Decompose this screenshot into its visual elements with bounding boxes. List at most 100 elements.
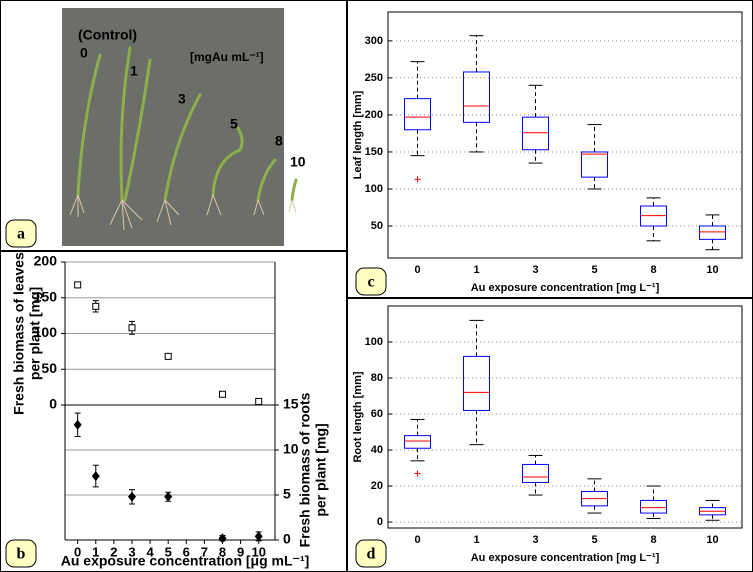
box bbox=[581, 151, 608, 178]
box bbox=[522, 116, 549, 151]
x-tick-label: 3 bbox=[532, 264, 538, 276]
root bbox=[156, 199, 180, 226]
marker bbox=[91, 471, 100, 482]
y-tick-label: 50 bbox=[371, 220, 383, 232]
box bbox=[404, 435, 431, 449]
y-tick-label: 60 bbox=[371, 408, 383, 420]
y2-tick-label: 15 bbox=[283, 396, 299, 412]
x-tick-label: 8 bbox=[219, 544, 226, 559]
photo-label: (Control) bbox=[78, 27, 137, 43]
plant bbox=[76, 53, 102, 197]
panel-label-box bbox=[355, 267, 387, 296]
marker bbox=[73, 419, 82, 430]
x-tick-label: 5 bbox=[591, 264, 597, 276]
y-tick-label: 200 bbox=[365, 109, 383, 121]
x-tick-label: 3 bbox=[532, 534, 538, 546]
x-axis-label: Au exposure concentration [mg L⁻¹] bbox=[471, 552, 660, 564]
panel-label: c bbox=[367, 274, 374, 291]
photo-unit: [mgAu mL⁻¹] bbox=[190, 50, 264, 64]
root bbox=[109, 199, 143, 231]
panel-label: a bbox=[17, 226, 25, 243]
y-tick-label: 50 bbox=[41, 360, 57, 376]
x-tick-label: 8 bbox=[650, 264, 656, 276]
photo-label: 3 bbox=[178, 91, 186, 107]
x-tick-label: 0 bbox=[414, 534, 420, 546]
panel-label: d bbox=[367, 546, 376, 563]
y2-tick-label: 0 bbox=[283, 531, 291, 547]
y-tick-label: 200 bbox=[34, 253, 58, 269]
x-tick-label: 0 bbox=[414, 264, 420, 276]
x-tick-label: 7 bbox=[201, 544, 208, 559]
x-tick-label: 1 bbox=[473, 264, 479, 276]
x-tick-label: 10 bbox=[251, 544, 265, 559]
y-tick-label: 20 bbox=[371, 480, 383, 492]
plant bbox=[256, 158, 277, 202]
y2-tick-label: 10 bbox=[283, 441, 299, 457]
box bbox=[463, 71, 490, 123]
y-tick-label: 100 bbox=[365, 183, 383, 195]
marker bbox=[219, 390, 226, 398]
root bbox=[253, 199, 265, 216]
y-tick-label: 150 bbox=[34, 288, 58, 304]
plant bbox=[163, 93, 202, 202]
x-axis-label: Au exposure concentration [μg mL⁻¹] bbox=[61, 553, 310, 569]
root bbox=[69, 194, 85, 217]
panel-label: b bbox=[17, 546, 26, 563]
y2-axis-label: Fresh biomass of roots bbox=[297, 392, 313, 547]
plant bbox=[211, 126, 244, 197]
x-tick-label: 0 bbox=[74, 544, 81, 559]
marker bbox=[92, 302, 100, 310]
outlier bbox=[414, 470, 421, 477]
y2-tick-label: 5 bbox=[283, 486, 291, 502]
photo: (Control) 0 1 3 5 8 10 [mgAu mL⁻¹] bbox=[62, 8, 306, 246]
photo-label: 0 bbox=[80, 45, 88, 61]
plant bbox=[119, 46, 132, 202]
panel-label-box bbox=[5, 219, 37, 248]
x-tick-label: 1 bbox=[92, 544, 99, 559]
panel-label-box bbox=[5, 539, 37, 568]
panel-label-box bbox=[355, 539, 387, 568]
x-tick-label: 5 bbox=[165, 544, 172, 559]
photo-background bbox=[62, 8, 284, 246]
y-tick-label: 150 bbox=[365, 146, 383, 158]
y-tick-label: 250 bbox=[365, 72, 383, 84]
x-tick-label: 8 bbox=[650, 534, 656, 546]
marker bbox=[255, 397, 263, 405]
plant bbox=[123, 58, 152, 202]
photo-label: 5 bbox=[230, 116, 238, 132]
box bbox=[404, 98, 431, 131]
marker bbox=[74, 281, 82, 289]
root bbox=[288, 199, 297, 213]
y-axis-label: per plant [mg] bbox=[27, 287, 43, 380]
x-tick-label: 10 bbox=[706, 534, 718, 546]
root bbox=[206, 194, 222, 216]
plot-frame bbox=[387, 305, 743, 529]
x-tick-label: 5 bbox=[591, 534, 597, 546]
y-tick-label: 300 bbox=[365, 35, 383, 47]
marker bbox=[127, 491, 136, 502]
plot-frame bbox=[387, 11, 743, 259]
y-axis-label: Fresh biomass of leaves bbox=[11, 252, 27, 415]
x-tick-label: 2 bbox=[110, 544, 117, 559]
x-tick-label: 1 bbox=[473, 534, 479, 546]
y2-axis-label: per plant [mg] bbox=[313, 423, 329, 516]
y-tick-label: 80 bbox=[371, 372, 383, 384]
x-tick-label: 4 bbox=[146, 544, 154, 559]
marker bbox=[218, 533, 227, 544]
y-tick-label: 100 bbox=[34, 324, 58, 340]
box bbox=[522, 463, 549, 483]
y-tick-label: 0 bbox=[377, 516, 383, 528]
y-axis-label: Leaf length [mm] bbox=[352, 90, 364, 179]
x-axis-label: Au exposure concentration [mg L⁻¹] bbox=[471, 282, 660, 294]
y-tick-label: 100 bbox=[365, 336, 383, 348]
marker bbox=[164, 491, 173, 502]
box bbox=[699, 225, 726, 240]
x-tick-label: 6 bbox=[183, 544, 190, 559]
box bbox=[640, 499, 667, 514]
marker bbox=[254, 531, 263, 542]
y-tick-label: 40 bbox=[371, 444, 383, 456]
x-tick-label: 9 bbox=[237, 544, 244, 559]
x-tick-label: 3 bbox=[128, 544, 135, 559]
box bbox=[463, 355, 490, 411]
plant bbox=[290, 178, 298, 202]
